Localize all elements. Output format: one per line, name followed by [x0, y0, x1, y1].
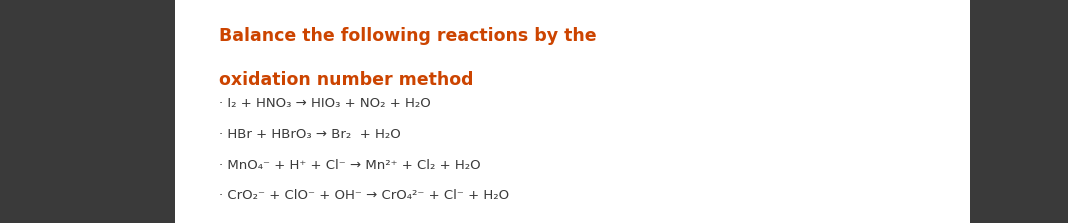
Text: Balance the following reactions by the: Balance the following reactions by the: [219, 27, 597, 45]
Text: oxidation number method: oxidation number method: [219, 71, 473, 89]
Text: · MnO₄⁻ + H⁺ + Cl⁻ → Mn²⁺ + Cl₂ + H₂O: · MnO₄⁻ + H⁺ + Cl⁻ → Mn²⁺ + Cl₂ + H₂O: [219, 159, 481, 171]
Bar: [175, 0, 970, 223]
Text: · I₂ + HNO₃ → HIO₃ + NO₂ + H₂O: · I₂ + HNO₃ → HIO₃ + NO₂ + H₂O: [219, 97, 430, 110]
Text: · HBr + HBrO₃ → Br₂  + H₂O: · HBr + HBrO₃ → Br₂ + H₂O: [219, 128, 400, 141]
Text: · CrO₂⁻ + ClO⁻ + OH⁻ → CrO₄²⁻ + Cl⁻ + H₂O: · CrO₂⁻ + ClO⁻ + OH⁻ → CrO₄²⁻ + Cl⁻ + H₂…: [219, 189, 509, 202]
